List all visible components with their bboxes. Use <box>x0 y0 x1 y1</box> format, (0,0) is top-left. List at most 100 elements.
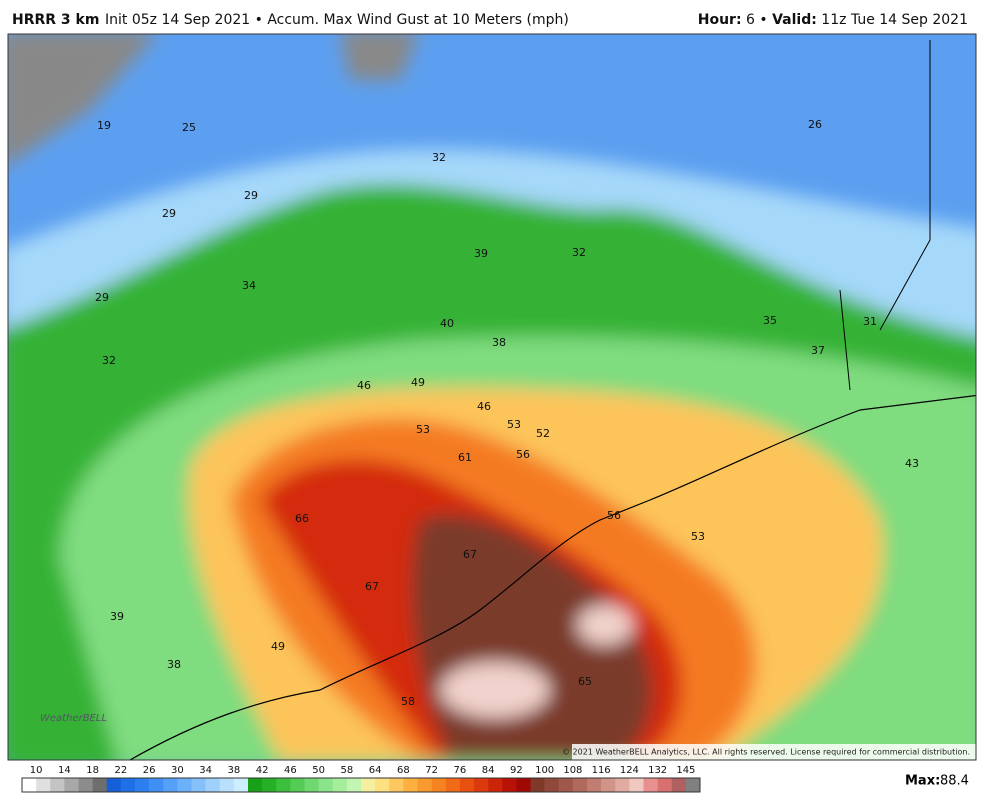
gust-label: 43 <box>905 457 919 470</box>
colorbar: 10 14 18 22 26 30 34 38 42 46 50 58 64 68 72 76 84 92 100 1… <box>21 765 701 793</box>
colorbar-swatch <box>22 778 37 792</box>
gust-label: 49 <box>271 640 285 653</box>
colorbar-swatch <box>488 778 503 792</box>
map-labels: 19 25 26 32 29 29 39 32 34 29 40 38 35 31 37 32 46 49 46 53… <box>95 118 919 708</box>
colorbar-swatch <box>36 778 51 792</box>
colorbar-swatch <box>50 778 65 792</box>
coastline <box>129 394 976 760</box>
colorbar-swatch <box>558 778 574 792</box>
map-border <box>7 33 977 761</box>
colorbar-swatch <box>177 778 192 792</box>
gust-label: 39 <box>474 247 488 260</box>
colorbar-swatch <box>318 778 334 792</box>
colorbar-swatch <box>587 778 602 792</box>
gust-label: 37 <box>811 344 825 357</box>
gust-field <box>8 34 976 760</box>
colorbar-tick-label: 84 <box>482 765 495 776</box>
gust-label: 40 <box>440 317 454 330</box>
colorbar-tick-label: 116 <box>592 765 611 776</box>
map: 19 25 26 32 29 29 39 32 34 29 40 38 35 31 37 32 46 49 46 53… <box>8 34 976 760</box>
hour-value: 6 • <box>746 12 768 28</box>
colorbar-swatch <box>219 778 235 792</box>
gust-label: 46 <box>477 400 491 413</box>
colorbar-tick-label: 38 <box>228 765 241 776</box>
gust-label: 52 <box>536 427 550 440</box>
border <box>839 40 931 391</box>
colorbar-swatch <box>643 778 658 792</box>
colorbar-swatch <box>64 778 79 792</box>
colorbar-swatch <box>615 778 630 792</box>
colorbar-tick-label: 100 <box>535 765 554 776</box>
colorbar-tick-label: 26 <box>143 765 156 776</box>
colorbar-swatch <box>332 778 348 792</box>
colorbar-tick-label: 42 <box>256 765 269 776</box>
gust-label: 56 <box>516 448 530 461</box>
colorbar-swatch <box>375 778 390 792</box>
colorbar-tick-label: 145 <box>676 765 695 776</box>
colorbar-swatch <box>163 778 178 792</box>
colorbar-swatch <box>502 778 517 792</box>
gust-label: 61 <box>458 451 472 464</box>
gust-label: 19 <box>97 119 111 132</box>
colorbar-tick-label: 76 <box>454 765 467 776</box>
colorbar-tick-label: 14 <box>58 765 71 776</box>
colorbar-swatch <box>120 778 136 792</box>
gust-label: 29 <box>162 207 176 220</box>
colorbar-swatch <box>417 778 432 792</box>
gust-label: 32 <box>572 246 586 259</box>
gust-label: 67 <box>365 580 379 593</box>
gust-label: 49 <box>411 376 425 389</box>
gust-label: 34 <box>242 279 256 292</box>
colorbar-swatch <box>445 778 461 792</box>
gust-label: 58 <box>401 695 415 708</box>
gust-label: 38 <box>167 658 181 671</box>
gust-label: 46 <box>357 379 371 392</box>
gust-label: 56 <box>607 509 621 522</box>
colorbar-swatch <box>685 778 701 792</box>
model-name: HRRR 3 km <box>12 12 99 28</box>
colorbar-swatch <box>262 778 277 792</box>
colorbar-swatch <box>248 778 263 792</box>
gust-label: 25 <box>182 121 196 134</box>
colorbar-swatch <box>191 778 206 792</box>
valid-time: Hour: 6 • Valid: 11z Tue 14 Sep 2021 <box>698 12 968 28</box>
colorbar-swatch <box>403 778 418 792</box>
colorbar-tick-label: 72 <box>425 765 438 776</box>
gust-label: 35 <box>763 314 777 327</box>
colorbar-tick-label: 46 <box>284 765 297 776</box>
colorbar-swatch <box>233 778 249 792</box>
colorbar-swatch <box>516 778 531 792</box>
colorbar-tick-label: 22 <box>115 765 128 776</box>
colorbar-tick-label: 58 <box>341 765 354 776</box>
gust-label: 39 <box>110 610 124 623</box>
colorbar-swatch <box>629 778 644 792</box>
colorbar-swatch <box>78 778 93 792</box>
colorbar-tick-label: 18 <box>86 765 99 776</box>
gust-label: 29 <box>95 291 109 304</box>
valid-value: 11z Tue 14 Sep 2021 <box>821 12 968 28</box>
gust-label: 65 <box>578 675 592 688</box>
colorbar-swatch <box>530 778 545 792</box>
gust-label: 38 <box>492 336 506 349</box>
colorbar-swatch <box>276 778 291 792</box>
max-label: Max: <box>905 774 940 789</box>
gust-label: 26 <box>808 118 822 131</box>
valid-label: Valid: <box>772 12 817 28</box>
gust-label: 31 <box>863 315 877 328</box>
gust-label: 53 <box>416 423 430 436</box>
colorbar-swatch <box>431 778 447 792</box>
colorbar-tick-label: 132 <box>648 765 667 776</box>
hour-label: Hour: <box>698 12 742 28</box>
colorbar-swatch <box>459 778 475 792</box>
colorbar-tick-label: 64 <box>369 765 382 776</box>
colorbar-swatch <box>135 778 150 792</box>
colorbar-tick-label: 124 <box>620 765 639 776</box>
colorbar-swatch <box>290 778 305 792</box>
colorbar-swatch <box>106 778 122 792</box>
colorbar-swatch <box>601 778 616 792</box>
gust-label: 67 <box>463 548 477 561</box>
colorbar-outline <box>21 777 701 793</box>
colorbar-tick-label: 92 <box>510 765 523 776</box>
copyright-bg <box>572 744 976 760</box>
logo: WeatherBELL <box>40 713 107 724</box>
